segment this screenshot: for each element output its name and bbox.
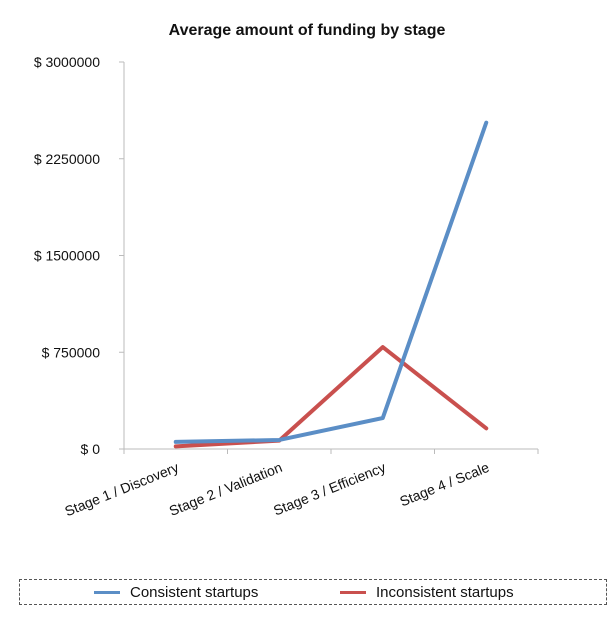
x-tick-label: Stage 2 / Validation <box>167 459 285 519</box>
series-line-0 <box>173 120 489 444</box>
series-line-1 <box>173 345 489 449</box>
y-tick-label: $ 1500000 <box>34 248 100 264</box>
x-tick-label: Stage 1 / Discovery <box>62 459 181 519</box>
y-tick-label: $ 2250000 <box>34 151 100 167</box>
y-tick-label: $ 3000000 <box>34 54 100 70</box>
legend-item-consistent: Consistent startups <box>94 580 258 604</box>
y-tick-label: $ 0 <box>81 441 101 457</box>
legend-label-inconsistent: Inconsistent startups <box>376 583 514 601</box>
x-tick-label: Stage 3 / Efficiency <box>271 459 388 519</box>
x-tick-label: Stage 4 / Scale <box>397 459 491 509</box>
legend-swatch-inconsistent <box>340 590 366 594</box>
legend-item-inconsistent: Inconsistent startups <box>340 580 514 604</box>
legend-swatch-consistent <box>94 590 120 594</box>
y-tick-label: $ 750000 <box>42 344 101 360</box>
chart-title: Average amount of funding by stage <box>168 22 446 39</box>
legend: Consistent startups Inconsistent startup… <box>19 579 607 605</box>
legend-label-consistent: Consistent startups <box>130 583 259 601</box>
